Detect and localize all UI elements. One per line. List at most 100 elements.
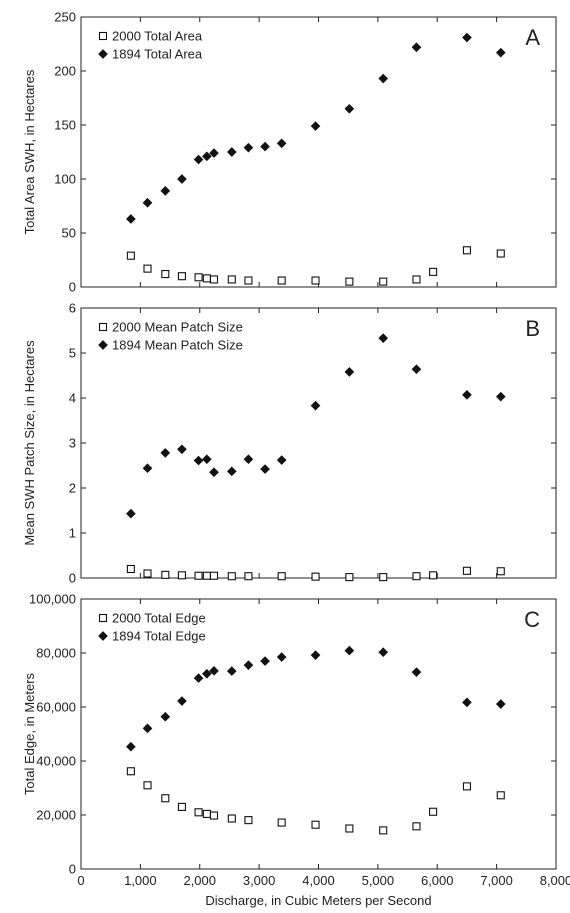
panel-b-ytick-label: 1 (69, 526, 76, 541)
panel-c-xtick-label: 0 (77, 873, 84, 888)
panel-a-legend-entry: 1894 Total Area (98, 47, 203, 62)
panel-a-point-2000 (429, 267, 438, 276)
panel-c-point-1894 (411, 667, 422, 677)
panel-a-point-2000 (126, 251, 135, 260)
panel-c-xtick-label: 1,000 (124, 873, 157, 888)
panel-c-point-1894 (260, 656, 270, 666)
panel-b-letter: B (525, 316, 540, 341)
panel-c-point-2000 (244, 816, 253, 825)
panel-b-point-2000 (143, 569, 152, 578)
panel-b-point-1894 (209, 467, 219, 478)
panel-c-point-1894 (209, 665, 219, 676)
panel-a-point-1894 (193, 154, 204, 165)
panel-a-point-2000 (412, 275, 421, 284)
panel-b-point-1894 (495, 391, 506, 402)
panel-a-point-1894 (344, 103, 355, 114)
panel-c-point-2000 (143, 781, 152, 790)
panel-c-point-1894 (126, 741, 136, 752)
panel-a-point-1894 (142, 197, 153, 208)
panel-b-point-2000 (202, 571, 211, 580)
panel-c-point-2000 (194, 808, 203, 817)
panel-b-point-1894 (344, 367, 355, 377)
panel-a-point-1894 (177, 174, 187, 184)
panel-c-ytick-label: 60,000 (36, 700, 76, 715)
panel-b-ytick-label: 2 (69, 481, 76, 496)
panel-b-point-2000 (496, 567, 505, 576)
panel-a-legend-label: 2000 Total Area (112, 29, 203, 44)
panel-b-point-1894 (142, 463, 153, 474)
panel-c-xtick-label: 2,000 (183, 873, 216, 888)
panel-c-point-2000 (345, 824, 354, 833)
panel-c-point-2000 (412, 822, 421, 831)
panel-c-xtick-label: 5,000 (362, 873, 395, 888)
panel-c-ytick-label: 80,000 (36, 646, 76, 661)
panel-b-ytick-label: 0 (69, 571, 76, 586)
panel-b-point-2000 (429, 571, 438, 580)
panel-b-point-1894 (126, 508, 136, 519)
panel-b-point-1894 (411, 364, 422, 375)
panel-b-point-2000 (126, 564, 135, 574)
panel-c-point-2000 (462, 782, 471, 791)
panel-c-point-2000 (277, 818, 286, 827)
panel-b-legend-diamond-marker (98, 340, 108, 350)
panel-c-series-2000 (126, 767, 505, 835)
panel-c-point-2000 (177, 802, 186, 811)
panel-a-point-1894 (310, 121, 321, 131)
panel-b-point-2000 (161, 570, 170, 579)
panel-a-point-1894 (202, 151, 212, 162)
panel-b-ytick-label: 6 (69, 301, 76, 316)
panel-a-point-2000 (161, 269, 170, 279)
panel-a-point-1894 (226, 147, 237, 157)
panel-b-point-2000 (209, 571, 219, 580)
panel-c-point-1894 (344, 645, 355, 656)
panel-c-legend-diamond-marker (98, 631, 108, 641)
panel-a-point-1894 (160, 186, 171, 196)
panel-b-point-2000 (194, 571, 203, 580)
panel-a-point-1894 (276, 138, 287, 149)
panel-a-point-2000 (379, 277, 388, 286)
panel-a-ytick-label: 150 (54, 118, 76, 133)
panel-c-point-2000 (379, 826, 388, 835)
panel-c-point-2000 (161, 794, 170, 803)
panel-a-point-2000 (202, 274, 211, 283)
panel-c-xtick-label: 8,000 (540, 873, 570, 888)
panel-b-point-2000 (244, 572, 253, 581)
panel-c-point-1894 (142, 723, 153, 734)
panel-b-series-2000 (126, 564, 505, 582)
panel-c-xtick-label: 7,000 (480, 873, 513, 888)
panel-c-point-2000 (429, 807, 438, 816)
panel-a-point-1894 (126, 214, 136, 224)
panel-c-legend-entry: 2000 Total Edge (98, 611, 206, 626)
panel-b-ytick-label: 4 (69, 391, 76, 406)
panel-c-series-1894 (126, 645, 506, 752)
panel-c-point-2000 (496, 791, 505, 800)
panel-a-y-axis-label: Total Area SWH, in Hectares (22, 69, 37, 234)
panel-a-ytick-label: 0 (69, 280, 76, 295)
panel-b-y-axis-label: Mean SWH Patch Size, in Hectares (22, 340, 37, 546)
panel-a-point-1894 (411, 42, 422, 53)
panel-c-x-axis-label: Discharge, in Cubic Meters per Second (205, 893, 431, 908)
panel-a-ytick-label: 100 (54, 172, 76, 187)
panel-a-series-2000 (126, 246, 505, 286)
panel-c-xtick-label: 6,000 (421, 873, 454, 888)
panel-c-point-1894 (177, 696, 187, 706)
panel-a-legend-entry: 2000 Total Area (98, 29, 203, 44)
panel-c-y-axis-label: Total Edge, in Meters (22, 672, 37, 795)
panel-b-point-1894 (193, 455, 204, 466)
panel-a-point-2000 (496, 249, 505, 258)
panel-b-point-2000 (345, 573, 354, 582)
panel-b-point-2000 (227, 572, 236, 581)
panel-b-series-1894 (126, 333, 506, 519)
panel-a-point-1894 (209, 148, 219, 158)
panel-b-point-1894 (226, 466, 237, 477)
panel-a-ytick-label: 200 (54, 64, 76, 79)
panel-c-point-2000 (126, 767, 135, 776)
panel-b-ytick-label: 3 (69, 436, 76, 451)
panel-c-ytick-label: 0 (69, 862, 76, 877)
panel-a-point-2000 (462, 246, 471, 255)
panel-c-point-1894 (160, 711, 171, 722)
panel-c-ytick-label: 100,000 (29, 592, 76, 607)
panel-b-legend-entry: 1894 Mean Patch Size (98, 338, 243, 353)
panel-b-legend-entry: 2000 Mean Patch Size (98, 320, 243, 335)
